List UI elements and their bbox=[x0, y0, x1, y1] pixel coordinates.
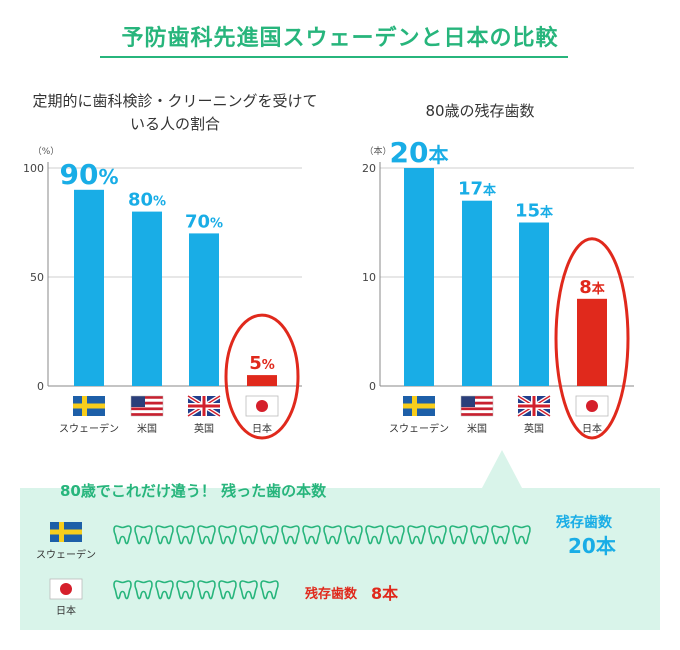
tooth-icon bbox=[259, 580, 280, 605]
flag-japan-icon bbox=[245, 395, 279, 417]
flag-sweden-icon bbox=[73, 396, 105, 416]
chart-2-category-label: 英国 bbox=[524, 422, 544, 435]
chart-2-category-label: 日本 bbox=[582, 422, 602, 435]
chart-1-bar bbox=[189, 233, 219, 386]
tooth-icon bbox=[133, 580, 154, 605]
tooth-icon bbox=[406, 525, 427, 550]
comparison-panel bbox=[20, 488, 660, 630]
flag-sweden-icon bbox=[403, 396, 435, 416]
chart-2-category-label: スウェーデン bbox=[389, 422, 449, 435]
chart-2-data-label: 17本 bbox=[458, 179, 496, 200]
chart-1-data-label: 5% bbox=[249, 353, 275, 374]
chart-1-category-label: スウェーデン bbox=[59, 422, 119, 435]
chart-1-title-text: 定期的に歯科検診・クリーニングを受けている人の割合 bbox=[32, 92, 318, 133]
comparison-country-label: スウェーデン bbox=[36, 550, 96, 561]
summary-label-title: 残存歯数 bbox=[556, 515, 612, 531]
page-title: 予防歯科先進国スウェーデンと日本の比較 bbox=[121, 26, 559, 51]
chart-1-ytick-label: 50 bbox=[30, 271, 44, 284]
chart-2-category-label: 米国 bbox=[467, 422, 487, 435]
tooth-icon bbox=[112, 525, 133, 550]
chart-2-unit-label: （本） bbox=[364, 145, 391, 157]
chart-1-data-label: 80% bbox=[128, 190, 166, 211]
title-underline bbox=[100, 56, 568, 58]
chart-2-title-text: 80歳の残存歯数 bbox=[425, 102, 535, 120]
tooth-icon bbox=[154, 525, 175, 550]
chart-1-data-label: 70% bbox=[185, 211, 223, 232]
tooth-icon bbox=[112, 580, 133, 605]
flag-usa-icon bbox=[130, 395, 164, 417]
chart-1: （%） 0 50 100 90% スウェーデン 80% 米国 70% 英国 5% 日本 bbox=[23, 146, 302, 440]
chart-1-bar bbox=[132, 211, 162, 386]
chart-2-bar bbox=[462, 200, 492, 386]
chart-2-ytick-label: 20 bbox=[362, 162, 376, 175]
tooth-icon bbox=[175, 580, 196, 605]
chart-1-title: 定期的に歯科検診・クリーニングを受けている人の割合 bbox=[30, 90, 320, 136]
tooth-icon bbox=[364, 525, 385, 550]
tooth-icon bbox=[511, 525, 532, 550]
summary-label-value: 20本 bbox=[568, 534, 616, 558]
chart-1-category-label: 日本 bbox=[252, 422, 272, 435]
tooth-icon bbox=[322, 525, 343, 550]
tooth-icon bbox=[196, 580, 217, 605]
flag-uk-icon bbox=[516, 394, 552, 418]
tooth-icon bbox=[469, 525, 490, 550]
summary-label-title: 残存歯数 bbox=[305, 587, 358, 602]
tooth-icons-row bbox=[112, 578, 280, 605]
chart-2-data-label: 15本 bbox=[515, 201, 553, 222]
tooth-icon bbox=[154, 580, 175, 605]
flag-usa-icon bbox=[460, 395, 494, 417]
tooth-icons-row bbox=[112, 523, 532, 550]
tooth-icon bbox=[343, 525, 364, 550]
chart-2-data-label: 20本 bbox=[390, 136, 449, 169]
chart-2-data-label: 8本 bbox=[579, 277, 605, 298]
callout-arrow bbox=[482, 450, 522, 488]
chart-1-unit-label: （%） bbox=[33, 146, 60, 157]
chart-2-ytick-label: 0 bbox=[369, 380, 376, 393]
chart-1-category-label: 英国 bbox=[194, 422, 214, 435]
flag-sweden-icon bbox=[50, 522, 82, 542]
comparison-title: 80歳でこれだけ違う！ 残った歯の本数 bbox=[60, 482, 327, 500]
tooth-icon bbox=[196, 525, 217, 550]
tooth-icon bbox=[280, 525, 301, 550]
flag-uk-icon bbox=[186, 394, 222, 418]
chart-1-ytick-label: 100 bbox=[23, 162, 44, 175]
chart-1-ytick-label: 0 bbox=[37, 380, 44, 393]
tooth-icon bbox=[301, 525, 322, 550]
chart-1-category-label: 米国 bbox=[137, 422, 157, 435]
tooth-icon bbox=[490, 525, 511, 550]
chart-2-bar bbox=[404, 168, 434, 386]
chart-1-highlight-ellipse bbox=[224, 313, 300, 440]
tooth-icon bbox=[448, 525, 469, 550]
chart-2-ytick-label: 10 bbox=[362, 271, 376, 284]
tooth-icon bbox=[217, 580, 238, 605]
tooth-icon bbox=[385, 525, 406, 550]
chart-2-bar bbox=[577, 298, 607, 386]
chart-2-title: 80歳の残存歯数 bbox=[360, 100, 600, 123]
flag-japan-icon bbox=[575, 395, 609, 417]
tooth-icon bbox=[217, 525, 238, 550]
charts-canvas: （%） 0 50 100 90% スウェーデン 80% 米国 70% 英国 5% 日本 （本） 0 10 20… bbox=[23, 136, 634, 440]
summary-label-value: 8本 bbox=[371, 584, 399, 603]
chart-1-data-label: 90% bbox=[59, 158, 118, 191]
tooth-icon bbox=[427, 525, 448, 550]
chart-1-bar bbox=[74, 189, 104, 386]
flag-japan-icon bbox=[49, 578, 83, 600]
tooth-icon bbox=[175, 525, 196, 550]
chart-2-bar bbox=[519, 222, 549, 386]
tooth-icon bbox=[133, 525, 154, 550]
chart-1-bar bbox=[247, 375, 277, 386]
chart-2-highlight-ellipse bbox=[554, 237, 630, 440]
tooth-icon bbox=[259, 525, 280, 550]
comparison-country-label: 日本 bbox=[56, 606, 76, 617]
tooth-icon bbox=[238, 580, 259, 605]
tooth-icon bbox=[238, 525, 259, 550]
